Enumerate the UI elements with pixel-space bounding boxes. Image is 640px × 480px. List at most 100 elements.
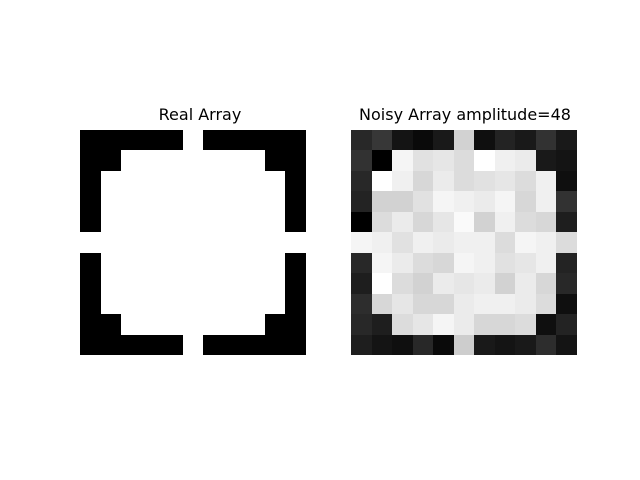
heatmap-cell <box>182 150 204 171</box>
real-array-heatmap <box>80 130 306 355</box>
heatmap-cell <box>162 273 183 294</box>
heatmap-cell <box>182 314 204 335</box>
heatmap-cell <box>80 130 101 151</box>
heatmap-cell <box>121 273 142 294</box>
heatmap-cell <box>515 191 536 212</box>
heatmap-cell <box>453 293 475 315</box>
heatmap-cell <box>433 191 454 212</box>
heatmap-cell <box>264 130 286 151</box>
heatmap-cell <box>244 273 265 294</box>
heatmap-cell <box>556 191 577 212</box>
heatmap-cell <box>100 211 122 233</box>
heatmap-cell <box>264 211 286 233</box>
heatmap-cell <box>351 232 372 253</box>
heatmap-cell <box>162 252 183 274</box>
heatmap-cell <box>285 170 306 192</box>
heatmap-cell <box>100 334 122 355</box>
heatmap-cell <box>515 150 536 171</box>
heatmap-cell <box>494 273 516 294</box>
heatmap-cell <box>371 232 393 253</box>
heatmap-cell <box>494 293 516 315</box>
heatmap-cell <box>285 211 306 233</box>
heatmap-cell <box>141 314 163 335</box>
heatmap-cell <box>141 273 163 294</box>
heatmap-cell <box>453 170 475 192</box>
heatmap-cell <box>351 273 372 294</box>
heatmap-cell <box>121 232 142 253</box>
heatmap-cell <box>556 273 577 294</box>
heatmap-cell <box>121 191 142 212</box>
heatmap-cell <box>285 334 306 355</box>
heatmap-cell <box>474 232 495 253</box>
heatmap-cell <box>100 170 122 192</box>
heatmap-cell <box>433 170 454 192</box>
heatmap-cell <box>453 191 475 212</box>
heatmap-cell <box>433 232 454 253</box>
heatmap-cell <box>351 130 372 151</box>
heatmap-cell <box>203 211 224 233</box>
heatmap-cell <box>474 170 495 192</box>
heatmap-cell <box>412 232 434 253</box>
heatmap-cell <box>80 191 101 212</box>
heatmap-cell <box>203 314 224 335</box>
heatmap-cell <box>494 211 516 233</box>
heatmap-cell <box>494 170 516 192</box>
heatmap-cell <box>556 150 577 171</box>
heatmap-cell <box>121 150 142 171</box>
heatmap-cell <box>351 191 372 212</box>
heatmap-cell <box>182 211 204 233</box>
heatmap-cell <box>515 334 536 355</box>
heatmap-cell <box>474 314 495 335</box>
heatmap-cell <box>351 252 372 274</box>
heatmap-cell <box>264 334 286 355</box>
heatmap-cell <box>100 150 122 171</box>
heatmap-cell <box>80 150 101 171</box>
heatmap-cell <box>244 191 265 212</box>
heatmap-cell <box>100 314 122 335</box>
heatmap-cell <box>285 314 306 335</box>
heatmap-cell <box>285 273 306 294</box>
heatmap-cell <box>535 170 557 192</box>
heatmap-cell <box>264 273 286 294</box>
heatmap-cell <box>556 314 577 335</box>
heatmap-cell <box>203 232 224 253</box>
heatmap-cell <box>474 211 495 233</box>
heatmap-cell <box>494 334 516 355</box>
heatmap-cell <box>412 314 434 335</box>
heatmap-cell <box>535 314 557 335</box>
heatmap-cell <box>535 334 557 355</box>
heatmap-cell <box>412 334 434 355</box>
heatmap-cell <box>141 232 163 253</box>
heatmap-cell <box>223 130 245 151</box>
heatmap-cell <box>264 170 286 192</box>
heatmap-cell <box>412 130 434 151</box>
heatmap-cell <box>121 211 142 233</box>
heatmap-cell <box>453 314 475 335</box>
heatmap-cell <box>121 130 142 151</box>
heatmap-cell <box>453 273 475 294</box>
heatmap-cell <box>141 211 163 233</box>
heatmap-cell <box>223 252 245 274</box>
heatmap-cell <box>223 170 245 192</box>
real-array-title: Real Array <box>158 105 242 124</box>
heatmap-cell <box>223 293 245 315</box>
heatmap-cell <box>223 273 245 294</box>
heatmap-cell <box>371 314 393 335</box>
heatmap-cell <box>100 191 122 212</box>
heatmap-cell <box>351 314 372 335</box>
heatmap-cell <box>453 232 475 253</box>
heatmap-cell <box>433 252 454 274</box>
heatmap-cell <box>412 191 434 212</box>
heatmap-cell <box>244 170 265 192</box>
heatmap-cell <box>162 232 183 253</box>
heatmap-cell <box>453 150 475 171</box>
heatmap-cell <box>474 334 495 355</box>
heatmap-cell <box>515 170 536 192</box>
heatmap-cell <box>80 273 101 294</box>
heatmap-cell <box>474 293 495 315</box>
heatmap-cell <box>203 150 224 171</box>
noisy-array-panel: Noisy Array amplitude=48 <box>335 100 595 360</box>
heatmap-cell <box>80 252 101 274</box>
heatmap-cell <box>371 191 393 212</box>
heatmap-cell <box>474 252 495 274</box>
